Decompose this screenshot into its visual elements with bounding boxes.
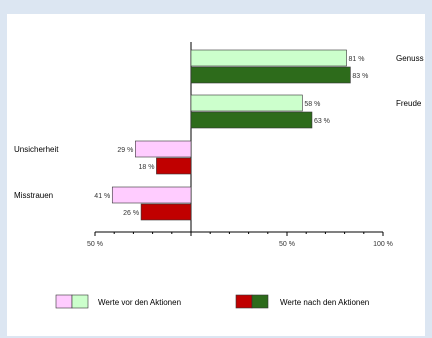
- bar-misstrauen-nach: [140, 203, 192, 221]
- plot-area: 81 % 83 % Genuss 58 % 63 % Freude 29 % 18 % Unsi…: [14, 42, 424, 248]
- data-label-misstrauen-vor: 41 %: [94, 193, 110, 200]
- category-label-unsicherheit: Unsicherheit: [14, 145, 59, 154]
- legend: Werte vor den Aktionen Werte nach den Akt…: [55, 294, 369, 309]
- data-label-misstrauen-nach: 26 %: [123, 210, 139, 217]
- legend-swatch-negative: [55, 294, 73, 309]
- bar-genuss-nach: [190, 66, 351, 84]
- legend-label: Werte vor den Aktionen: [98, 298, 181, 307]
- data-label-freude-vor: 58 %: [304, 101, 320, 108]
- legend-label: Werte nach den Aktionen: [280, 298, 369, 307]
- data-label-genuss-nach: 83 %: [352, 73, 368, 80]
- bar-unsicherheit-nach: [156, 157, 192, 175]
- x-tick-label: 100 %: [373, 241, 393, 248]
- category-label-freude: Freude: [396, 99, 422, 108]
- data-label-freude-nach: 63 %: [314, 118, 330, 125]
- bar-unsicherheit-vor: [135, 140, 192, 158]
- category-label-genuss: Genuss: [396, 54, 424, 63]
- data-label-unsicherheit-nach: 18 %: [138, 164, 154, 171]
- chart: 81 % 83 % Genuss 58 % 63 % Freude 29 % 18 % Unsi…: [7, 14, 425, 336]
- legend-swatch-negative: [235, 294, 253, 309]
- bar-misstrauen-vor: [111, 186, 192, 204]
- data-label-genuss-vor: 81 %: [349, 56, 365, 63]
- bar-freude-vor: [190, 94, 303, 112]
- bar-freude-nach: [190, 111, 313, 129]
- x-tick-label: 50 %: [279, 241, 295, 248]
- x-tick-label: 50 %: [87, 241, 103, 248]
- data-label-unsicherheit-vor: 29 %: [117, 147, 133, 154]
- legend-swatch-positive: [251, 294, 269, 309]
- legend-swatch-positive: [71, 294, 89, 309]
- category-label-misstrauen: Misstrauen: [14, 191, 53, 200]
- bar-genuss-vor: [190, 49, 347, 67]
- chart-frame: 81 % 83 % Genuss 58 % 63 % Freude 29 % 18 % Unsi…: [2, 2, 430, 336]
